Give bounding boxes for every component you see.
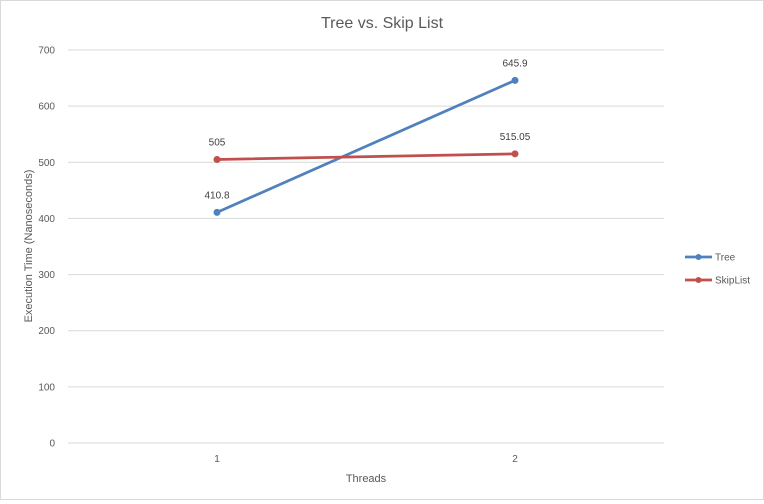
gridlines <box>68 49 664 444</box>
data-point <box>511 76 519 84</box>
x-tick-label: 1 <box>214 454 220 465</box>
chart-title: Tree vs. Skip List <box>321 15 444 32</box>
legend-label: Tree <box>715 253 736 264</box>
y-tick-label: 200 <box>38 326 55 337</box>
x-tick-label: 2 <box>512 454 518 465</box>
legend-swatch-marker <box>695 254 702 260</box>
data-label: 515.05 <box>500 132 531 143</box>
y-tick-label: 0 <box>49 439 55 450</box>
y-tick-label: 400 <box>38 214 55 225</box>
legend-label: SkipList <box>715 276 750 287</box>
y-tick-label: 500 <box>38 158 55 169</box>
legend-item: Tree <box>685 253 736 264</box>
data-point <box>213 155 221 163</box>
legend: Tree SkipList <box>685 253 750 287</box>
legend-item: SkipList <box>685 276 750 287</box>
y-tick-label: 300 <box>38 270 55 281</box>
data-label: 410.8 <box>204 190 229 201</box>
y-tick-label: 600 <box>38 102 55 113</box>
y-tick-label: 100 <box>38 382 55 393</box>
y-axis-label: Execution Time (Nanoseconds) <box>23 170 35 323</box>
y-tick-label: 700 <box>38 46 55 57</box>
series-line <box>215 152 517 161</box>
data-point <box>213 208 221 216</box>
y-axis-ticks: 0 100 200 300 400 500 600 700 <box>38 46 55 450</box>
series-group: 410.8 645.9 505 515.05 <box>204 58 531 216</box>
x-axis-label: Threads <box>346 473 387 485</box>
legend-swatch-marker <box>695 277 702 283</box>
series-skiplist: 505 515.05 <box>209 132 531 163</box>
data-point <box>511 150 519 158</box>
series-line <box>215 78 517 214</box>
data-label: 505 <box>209 137 226 148</box>
data-label: 645.9 <box>502 58 527 69</box>
series-tree: 410.8 645.9 <box>204 58 528 216</box>
